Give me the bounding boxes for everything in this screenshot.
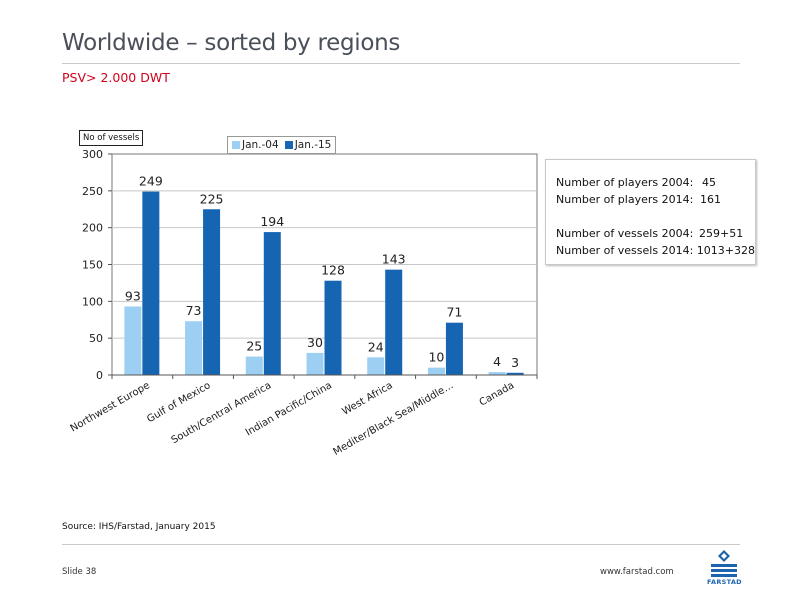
slide-number: Slide 38 [62, 567, 97, 577]
legend-swatch-jan15 [284, 141, 293, 149]
data-label: 93 [125, 288, 141, 303]
x-tick-label: South/Central America [170, 380, 274, 446]
bar-jan15 [385, 269, 403, 375]
data-label: 143 [382, 252, 406, 267]
x-tick-label: Northwest Europe [69, 380, 152, 434]
bar-jan15 [324, 280, 342, 375]
y-tick-label: 300 [82, 148, 103, 161]
bar-jan04 [306, 352, 324, 375]
company-logo: FARSTAD [707, 548, 742, 588]
bar-jan04 [245, 356, 263, 375]
y-tick-label: 100 [82, 295, 103, 308]
bar-jan04 [488, 372, 506, 375]
y-tick-label: 200 [82, 222, 103, 235]
slide-subtitle: PSV> 2.000 DWT [62, 70, 170, 85]
players-2004-row: Number of players 2004: 45 [556, 174, 755, 191]
bar-jan15 [506, 372, 524, 375]
bar-jan15 [263, 232, 281, 375]
bar-jan04 [367, 357, 385, 375]
statistics-box: Number of players 2004: 45 Number of pla… [545, 159, 756, 265]
legend-swatch-jan04 [232, 141, 240, 149]
players-2014-value: 161 [700, 193, 721, 206]
bar-jan15 [445, 322, 463, 375]
vessels-2014-row: Number of vessels 2014: 1013+328 [556, 242, 755, 259]
x-tick-label: Mediter/Black Sea/Middle… [332, 380, 456, 458]
vessels-2014-value: 1013+328 [696, 244, 755, 257]
y-tick-label: 50 [89, 332, 103, 345]
website-link[interactable]: www.farstad.com [600, 567, 674, 577]
info-spacer [556, 208, 755, 225]
data-label: 225 [200, 191, 224, 206]
data-label: 194 [260, 214, 284, 229]
data-label: 71 [446, 305, 462, 320]
source-note: Source: IHS/Farstad, January 2015 [62, 522, 216, 532]
data-label: 128 [321, 263, 345, 278]
bar-jan04 [427, 367, 445, 375]
legend-item-jan15: Jan.-15 [284, 138, 332, 152]
bar-jan04 [124, 306, 142, 375]
data-label: 24 [368, 339, 384, 354]
legend-label-jan15: Jan.-15 [294, 139, 332, 151]
x-tick-label: Canada [478, 380, 516, 409]
data-label: 30 [307, 335, 323, 350]
chart-legend: Jan.-04 Jan.-15 [227, 136, 337, 154]
vessels-2014-label: Number of vessels 2014: [556, 244, 694, 257]
logo-mark-icon [711, 550, 737, 577]
data-label: 73 [186, 303, 202, 318]
players-2014-row: Number of players 2014: 161 [556, 191, 755, 208]
data-label: 25 [246, 339, 262, 354]
vessels-2004-row: Number of vessels 2004: 259+51 [556, 225, 755, 242]
players-2014-label: Number of players 2014: [556, 193, 694, 206]
x-tick-label: West Africa [340, 380, 394, 418]
bar-jan15 [142, 191, 160, 375]
y-axis-label: No of vessels [79, 130, 144, 146]
data-label: 4 [493, 354, 501, 369]
y-tick-label: 250 [82, 185, 103, 198]
slide-title: Worldwide – sorted by regions [62, 30, 401, 56]
data-label: 249 [139, 174, 163, 189]
y-tick-label: 150 [82, 259, 103, 272]
data-label: 10 [428, 350, 444, 365]
vessels-2004-value: 259+51 [699, 227, 744, 240]
top-divider [62, 63, 740, 64]
data-label: 3 [511, 355, 519, 370]
logo-text: FARSTAD [707, 578, 742, 586]
bar-jan04 [185, 321, 203, 375]
legend-label-jan04: Jan.-04 [242, 139, 279, 151]
players-2004-value: 45 [702, 176, 716, 189]
y-tick-label: 0 [96, 369, 103, 382]
legend-item-jan04: Jan.-04 [232, 138, 279, 152]
bar-jan15 [203, 209, 221, 375]
players-2004-label: Number of players 2004: [556, 176, 694, 189]
vessels-2004-label: Number of vessels 2004: [556, 227, 694, 240]
bottom-divider [62, 544, 740, 545]
